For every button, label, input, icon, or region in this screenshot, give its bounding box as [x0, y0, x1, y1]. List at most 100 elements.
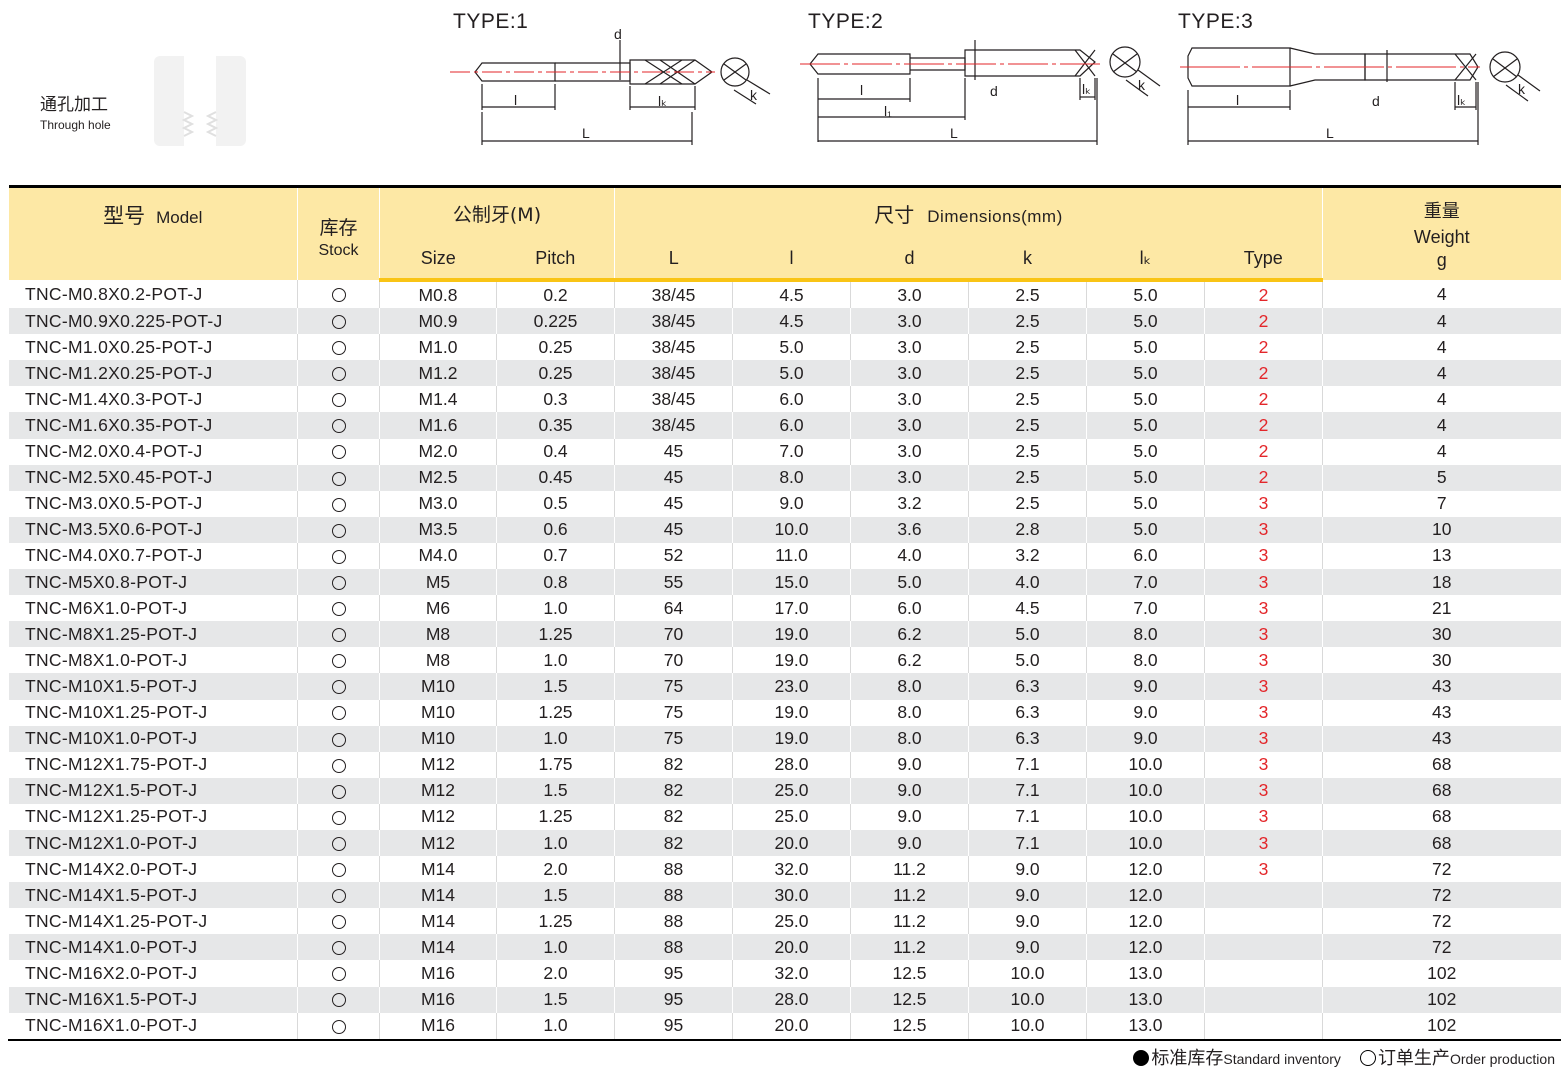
- cell-d: 11.2: [850, 908, 969, 935]
- cell-k: 2.5: [968, 386, 1087, 413]
- cell-stock: O: [297, 595, 380, 622]
- cell-type: 2: [1203, 438, 1323, 465]
- cell-weight: 72: [1322, 856, 1561, 883]
- cell-lk: 5.0: [1086, 464, 1205, 491]
- type3-diagram: l d lₖ L k: [1180, 47, 1541, 145]
- cell-lk: 5.0: [1086, 280, 1205, 309]
- cell-weight: 68: [1322, 777, 1561, 804]
- cell-type: 3: [1203, 595, 1323, 622]
- cell-size: M16: [379, 960, 497, 987]
- cell-size: M12: [379, 777, 497, 804]
- cell-pitch: 0.8: [496, 569, 615, 596]
- cell-lk: 5.0: [1086, 438, 1205, 465]
- cell-lk: 10.0: [1086, 777, 1205, 804]
- cell-stock: O: [297, 908, 380, 935]
- cell-weight: 18: [1322, 569, 1561, 596]
- order-production-ring-icon: O: [331, 549, 346, 564]
- table-row: TNC-M14X1.5-POT-J O M141.58830.011.29.012.…: [8, 882, 1561, 909]
- cell-k: 2.5: [968, 490, 1087, 517]
- cell-L: 82: [614, 751, 733, 778]
- cell-pitch: 1.0: [496, 1012, 615, 1041]
- cell-l: 9.0: [732, 490, 851, 517]
- order-production-ring-icon: O: [331, 758, 346, 773]
- cell-L: 88: [614, 908, 733, 935]
- cell-type: 3: [1203, 569, 1323, 596]
- cell-L: 95: [614, 986, 733, 1013]
- cell-type: 3: [1203, 490, 1323, 517]
- col-type-header: Type: [1204, 238, 1323, 282]
- weight-header-cn: 重量: [1423, 201, 1460, 222]
- cell-l: 30.0: [732, 882, 851, 909]
- through-hole-icon: [154, 56, 246, 146]
- cell-model: TNC-M8X1.25-POT-J: [8, 621, 298, 648]
- cell-stock: O: [297, 803, 380, 830]
- order-production-ring-icon: O: [331, 810, 346, 825]
- order-production-ring-icon: O: [331, 341, 346, 356]
- cell-weight: 7: [1322, 490, 1561, 517]
- cell-lk: 10.0: [1086, 829, 1205, 857]
- cell-size: M0.8: [379, 280, 497, 309]
- cell-l: 25.0: [732, 777, 851, 804]
- table-row: TNC-M3.5X0.6-POT-J O M3.50.64510.03.62.85.…: [8, 516, 1561, 543]
- cell-pitch: 1.5: [496, 986, 615, 1013]
- cell-d: 3.2: [850, 490, 969, 517]
- cell-k: 2.5: [968, 280, 1087, 309]
- cell-model: TNC-M12X1.75-POT-J: [8, 751, 298, 778]
- type2-diagram: l l₁ d lₖ L k: [800, 40, 1161, 145]
- cell-k: 5.0: [968, 647, 1087, 674]
- col-L-header: L: [614, 238, 733, 282]
- cell-l: 32.0: [732, 960, 851, 987]
- cell-size: M4.0: [379, 542, 497, 570]
- cell-size: M14: [379, 856, 497, 883]
- cell-stock: O: [297, 334, 380, 361]
- table-row: TNC-M1.6X0.35-POT-JOM1.60.3538/456.03.02…: [8, 412, 1561, 439]
- cell-stock: O: [297, 569, 380, 596]
- legend-std-en: Standard inventory: [1223, 1051, 1341, 1067]
- cell-weight: 4: [1322, 386, 1561, 413]
- order-production-ring-icon: O: [331, 654, 346, 669]
- type1-d-label: d: [614, 26, 622, 42]
- cell-l: 17.0: [732, 595, 851, 622]
- cell-l: 20.0: [732, 829, 851, 857]
- cell-k: 9.0: [968, 882, 1087, 909]
- cell-k: 10.0: [968, 960, 1087, 987]
- order-production-ring-icon: O: [331, 575, 346, 590]
- type3-lk-label: lₖ: [1457, 92, 1466, 108]
- type3-L-label: L: [1326, 125, 1334, 141]
- order-production-ring-icon: O: [331, 523, 346, 538]
- type1-k-label: k: [750, 87, 758, 103]
- cell-size: M10: [379, 673, 497, 700]
- cell-L: 88: [614, 856, 733, 883]
- cell-lk: 5.0: [1086, 308, 1205, 335]
- cell-d: 3.0: [850, 308, 969, 335]
- cell-stock: O: [297, 516, 380, 543]
- cell-stock: O: [297, 777, 380, 804]
- cell-L: 70: [614, 647, 733, 674]
- type2-lk-label: lₖ: [1082, 81, 1091, 97]
- table-row: TNC-M0.9X0.225-POT-J O M0.90.22538/454.53.…: [8, 308, 1561, 335]
- table-row: TNC-M16X1.5-POT-J O M161.59528.012.510.013…: [8, 986, 1561, 1013]
- cell-l: 15.0: [732, 569, 851, 596]
- cell-k: 6.3: [968, 673, 1087, 700]
- cell-model: TNC-M0.8X0.2-POT-J: [8, 280, 298, 309]
- cell-l: 8.0: [732, 464, 851, 491]
- cell-d: 12.5: [850, 1012, 969, 1041]
- cell-size: M2.5: [379, 464, 497, 491]
- cell-size: M16: [379, 1012, 497, 1041]
- cell-size: M0.9: [379, 308, 497, 335]
- order-production-ring-icon: O: [331, 862, 346, 877]
- cell-l: 19.0: [732, 647, 851, 674]
- type3-d-label: d: [1372, 93, 1380, 109]
- cell-model: TNC-M5X0.8-POT-J: [8, 569, 298, 596]
- cell-model: TNC-M10X1.5-POT-J: [8, 673, 298, 700]
- legend-order-cn: 订单生产: [1377, 1048, 1450, 1069]
- cell-l: 23.0: [732, 673, 851, 700]
- cell-size: M1.2: [379, 360, 497, 387]
- order-production-ring-icon: O: [331, 993, 346, 1008]
- order-production-ring-icon: O: [331, 445, 346, 460]
- cell-weight: 10: [1322, 516, 1561, 543]
- cell-pitch: 0.7: [496, 542, 615, 570]
- cell-L: 70: [614, 621, 733, 648]
- cell-weight: 72: [1322, 934, 1561, 961]
